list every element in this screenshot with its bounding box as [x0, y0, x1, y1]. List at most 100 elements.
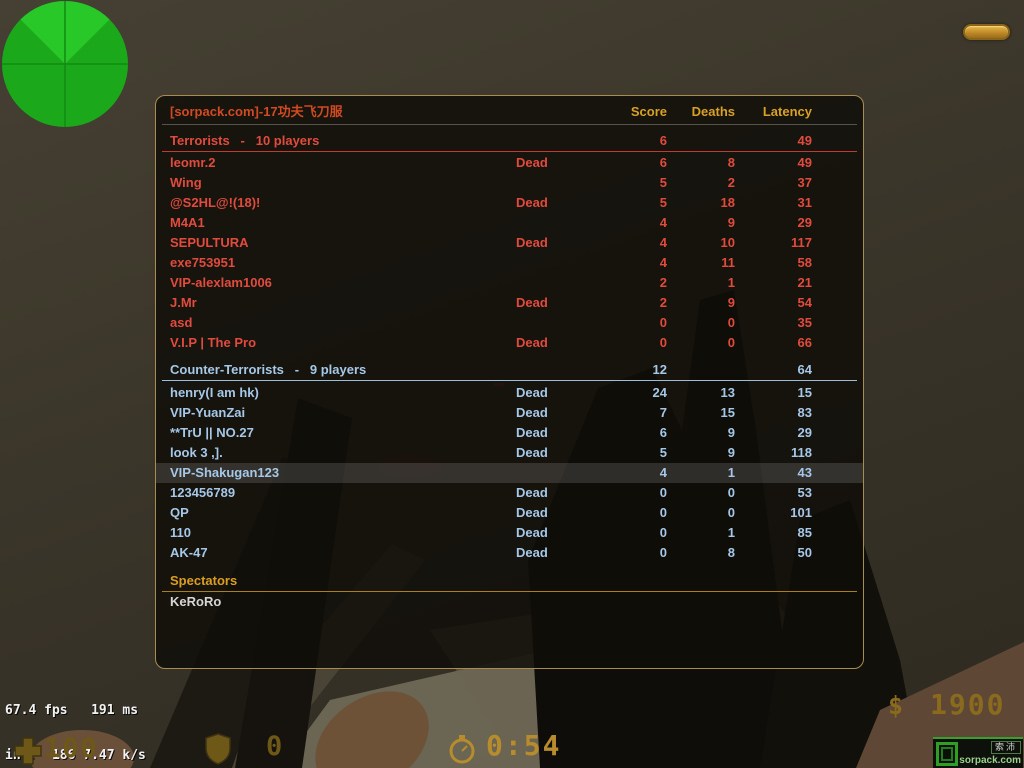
player-score: 6: [659, 155, 667, 170]
timer-value: 0:54: [486, 729, 562, 762]
team-name: Counter-Terrorists - 9 players: [170, 362, 367, 377]
stopwatch-icon: [449, 735, 475, 764]
team-score: 12: [652, 362, 667, 377]
team-header-row: Terrorists - 10 players 6 49: [156, 131, 863, 151]
player-row: @S2HL@!(18)! Dead 5 18 31: [156, 193, 863, 213]
player-row: exe753951 4 11 58: [156, 253, 863, 273]
player-row: J.Mr Dead 2 9 54: [156, 293, 863, 313]
player-row: VIP-Shakugan123 4 1 43: [156, 463, 863, 483]
player-name: SEPULTURA: [170, 235, 249, 250]
server-badge-text: 索沛 sorpack.com: [958, 741, 1023, 766]
player-score: 0: [659, 545, 667, 560]
player-latency: 53: [797, 485, 812, 500]
health-value: 100: [44, 733, 99, 764]
player-row: henry(I am hk) Dead 24 13 15: [156, 383, 863, 403]
player-row: 110 Dead 0 1 85: [156, 523, 863, 543]
player-name: henry(I am hk): [170, 385, 259, 400]
player-status: Dead: [516, 425, 548, 440]
player-latency: 117: [791, 235, 812, 250]
player-deaths: 9: [727, 215, 735, 230]
player-status: Dead: [516, 525, 548, 540]
team-latency: 64: [797, 362, 812, 377]
player-deaths: 0: [727, 505, 735, 520]
player-deaths: 8: [727, 155, 735, 170]
server-title: [sorpack.com]-17功夫飞刀服: [170, 104, 343, 119]
spectators-container: KeRoRo: [156, 592, 863, 612]
player-row: Wing 5 2 37: [156, 173, 863, 193]
player-name: J.Mr: [170, 295, 197, 310]
header-separator: [162, 124, 857, 125]
player-score: 0: [659, 485, 667, 500]
player-row: **TrU || NO.27 Dead 6 9 29: [156, 423, 863, 443]
player-row: M4A1 4 9 29: [156, 213, 863, 233]
player-score: 2: [659, 275, 667, 290]
team-separator: [162, 151, 857, 152]
player-score: 0: [659, 315, 667, 330]
armor-shield-icon: [205, 733, 231, 765]
player-name: VIP-Shakugan123: [170, 465, 280, 480]
team-score: 6: [659, 133, 667, 148]
player-status: Dead: [516, 295, 548, 310]
spectators-header-row: Spectators: [156, 571, 863, 591]
health-cross-icon: [14, 737, 42, 765]
player-status: Dead: [516, 405, 548, 420]
player-status: [516, 253, 576, 273]
column-header-score: Score: [630, 104, 667, 119]
player-row: AK-47 Dead 0 8 50: [156, 543, 863, 563]
player-score: 5: [659, 445, 667, 460]
team-header-row: Counter-Terrorists - 9 players 12 64: [156, 360, 863, 380]
player-score: 6: [659, 425, 667, 440]
player-deaths: 9: [727, 425, 735, 440]
player-latency: 50: [797, 545, 812, 560]
player-latency: 85: [797, 525, 812, 540]
player-score: 0: [659, 505, 667, 520]
player-name: Wing: [170, 175, 202, 190]
player-row: 123456789 Dead 0 0 53: [156, 483, 863, 503]
player-status: Dead: [516, 385, 548, 400]
player-score: 2: [659, 295, 667, 310]
player-deaths: 2: [727, 175, 735, 190]
player-score: 5: [659, 195, 667, 210]
server-badge-domain: sorpack.com: [959, 755, 1021, 766]
player-score: 4: [659, 215, 667, 230]
money-value: 1900: [930, 688, 1006, 721]
spectator-name: KeRoRo: [170, 594, 222, 609]
player-score: 4: [659, 235, 667, 250]
player-score: 4: [659, 255, 667, 270]
column-header-deaths: Deaths: [691, 104, 735, 119]
player-status: [516, 213, 576, 233]
player-score: 0: [659, 335, 667, 350]
player-row: look 3 ,]. Dead 5 9 118: [156, 443, 863, 463]
player-deaths: 1: [727, 275, 735, 290]
column-header-latency: Latency: [762, 104, 812, 119]
player-row: QP Dead 0 0 101: [156, 503, 863, 523]
player-status: Dead: [516, 445, 548, 460]
player-status: [516, 463, 576, 483]
player-name: 110: [170, 525, 191, 540]
player-name: VIP-YuanZai: [170, 405, 246, 420]
player-status: Dead: [516, 545, 548, 560]
team-separator: [162, 380, 857, 381]
player-latency: 83: [797, 405, 812, 420]
radar: [2, 1, 128, 127]
player-deaths: 0: [727, 335, 735, 350]
player-name: V.I.P | The Pro: [170, 335, 257, 350]
money-dollar-sign: $: [888, 691, 906, 720]
player-score: 0: [659, 525, 667, 540]
player-deaths: 10: [720, 235, 735, 250]
player-name: leomr.2: [170, 155, 216, 170]
player-latency: 58: [797, 255, 812, 270]
player-deaths: 1: [727, 465, 735, 480]
player-status: Dead: [516, 335, 548, 350]
player-deaths: 0: [727, 485, 735, 500]
player-deaths: 0: [727, 315, 735, 330]
player-name: exe753951: [170, 255, 236, 270]
spectators-label: Spectators: [170, 573, 238, 588]
player-deaths: 1: [727, 525, 735, 540]
armor-value: 0: [266, 731, 285, 762]
player-name: @S2HL@!(18)!: [170, 195, 261, 210]
player-latency: 43: [797, 465, 812, 480]
player-latency: 118: [791, 445, 812, 460]
player-row: VIP-alexlam1006 2 1 21: [156, 273, 863, 293]
player-deaths: 13: [720, 385, 735, 400]
